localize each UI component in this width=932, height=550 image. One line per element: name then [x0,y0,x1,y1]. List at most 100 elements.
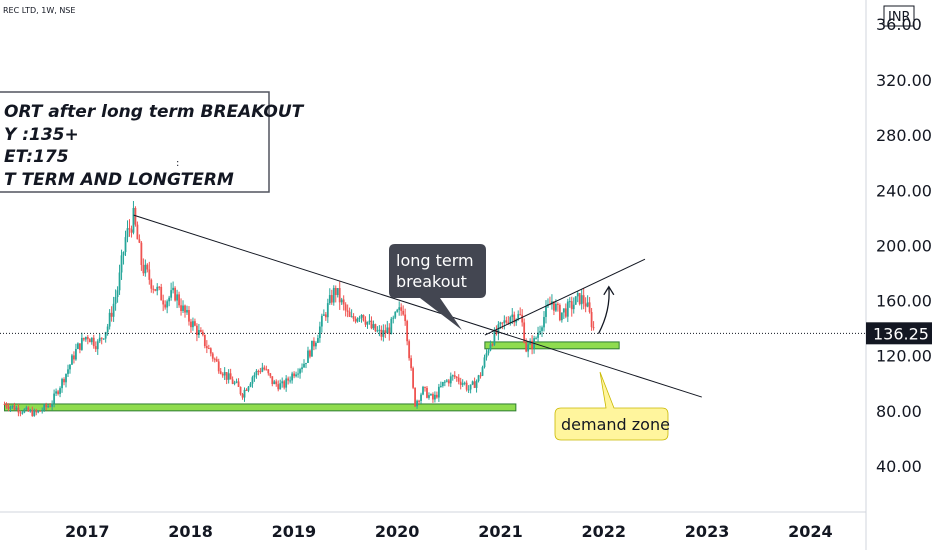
candle-body [190,321,192,328]
candle-body [277,384,280,390]
candle-body [247,386,250,391]
candle-body [368,320,371,322]
candle-body [324,314,327,318]
candle-body [273,381,276,385]
candle-body [406,321,409,342]
candle-body [209,348,212,354]
price-tick-320: 320.00 [876,71,932,90]
candle-body [49,406,52,408]
candle-body [507,322,510,324]
time-axis-ticks: 2017 2018 2019 2020 2021 2022 2023 2024 [65,522,833,541]
candle-body [430,394,432,396]
current-price-label: 136.25 [873,324,929,343]
candle-body [434,394,436,400]
candle-body [572,304,575,310]
candle-body [27,407,30,412]
candle-body [487,350,490,354]
callout-line-2: breakout [396,272,467,291]
candle-body [132,207,135,233]
demand-zone-callout[interactable] [554,371,669,441]
candle-body [114,297,117,304]
candle-body [402,310,405,315]
candle-body [501,322,504,324]
candle-body [142,264,145,274]
candle-body [269,373,272,377]
candle-body [390,318,393,335]
breakout-callout[interactable] [389,244,486,330]
candle-body [287,378,290,381]
candle-body [235,381,238,383]
currency-badge[interactable] [883,5,915,27]
candle-body [263,367,266,370]
candle-body [194,321,196,326]
note-line-2: Y :135+ [4,125,79,145]
candle-body [326,303,329,318]
demand-zone-label: demand zone [561,415,670,434]
candle-body [94,346,97,350]
candle-body [311,340,313,357]
time-tick-2020: 2020 [375,522,420,541]
candle-body [31,410,34,416]
candle-body [148,269,151,280]
candle-body [316,338,319,343]
candle-body [166,301,169,308]
candle-body [344,304,347,311]
price-tick-200: 200.00 [876,236,932,255]
candle-body [90,337,93,343]
candle-body [475,380,478,388]
candle-body [35,410,38,413]
rising-channel-line[interactable] [484,258,646,336]
candle-body [388,327,391,335]
candle-body [122,252,125,256]
candle-body [465,382,468,390]
candle-body [188,310,190,322]
candle-body [588,302,591,313]
candle-body [513,314,516,323]
candle-body [408,341,411,359]
candle-body [178,294,180,306]
candle-body [57,391,59,394]
candle-body [477,375,480,381]
candle-body [289,380,292,382]
candle-body [521,314,524,323]
candle-body [152,288,155,290]
candle-body [144,264,147,274]
projection-arrow[interactable] [597,286,610,334]
candle-body [570,301,573,310]
time-tick-2024: 2024 [788,522,833,541]
candle-body [451,375,454,377]
demand-zone-rect[interactable] [484,341,620,350]
candle-body [197,330,200,335]
candle-body [519,314,522,316]
time-tick-2021: 2021 [478,522,523,541]
long-term-downtrend-line[interactable] [133,214,702,398]
candle-body [386,327,389,334]
candle-body [505,320,508,323]
candle-body [439,385,442,387]
candle-body [352,316,355,319]
candle-body [227,373,230,380]
note-box[interactable] [0,91,270,193]
candle-body [414,387,416,407]
long-term-support-zone[interactable] [4,403,517,412]
price-tick-80: 80.00 [876,402,922,421]
candle-body [11,405,14,407]
candle-body [213,358,216,360]
candle-body [207,348,210,350]
candle-body [223,372,226,376]
candle-body [33,410,36,416]
candle-body [378,329,381,331]
candle-body [128,228,131,230]
candle-body [211,353,214,359]
candle-body [545,306,547,317]
candle-body [271,376,274,385]
candle-body [301,367,303,370]
candle-body [509,317,512,324]
candle-body [23,409,26,413]
candle-body [110,312,113,317]
candle-body [531,340,533,349]
candle-body [564,308,567,317]
candle-body [293,373,295,377]
candle-body [47,406,50,408]
